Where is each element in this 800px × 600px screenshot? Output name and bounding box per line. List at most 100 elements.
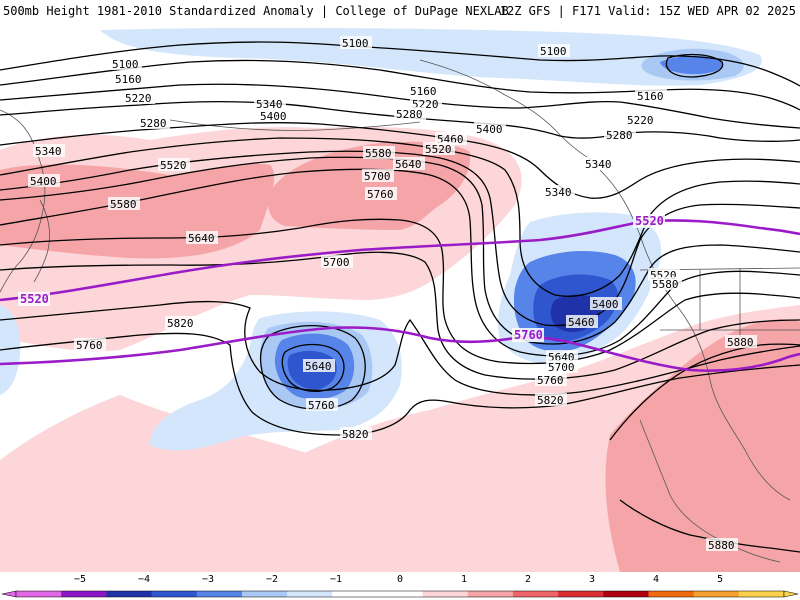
contour-label: 5400 — [476, 123, 503, 136]
contour-5760-highlight — [0, 326, 800, 372]
contour-label-highlight: 5520 — [20, 292, 49, 306]
contour-label-highlight: 5520 — [635, 214, 664, 228]
contour-label: 5460 — [568, 316, 595, 329]
contour-label: 5160 — [637, 90, 664, 103]
colorbar-bin — [648, 591, 695, 597]
colorbar-tick-label: −1 — [330, 574, 342, 585]
japan-coastline — [33, 199, 50, 283]
contour-label: 5880 — [708, 539, 735, 552]
contour-5100-low — [665, 53, 724, 78]
contour-label: 5340 — [256, 98, 283, 111]
baja-coastline — [639, 419, 781, 563]
contour-label: 5640 — [305, 360, 332, 373]
colorbar-bin — [603, 591, 649, 597]
colorbar-bin — [512, 591, 559, 597]
model-run-info: 12Z GFS | F171 Valid: 15Z WED APR 02 202… — [499, 4, 796, 18]
contour-label: 5820 — [167, 317, 194, 330]
colorbar-tick-label: 0 — [397, 574, 403, 585]
colorbar-tick-label: 3 — [589, 574, 595, 585]
contour-label: 5160 — [115, 73, 142, 86]
colorbar-bin — [196, 591, 243, 597]
contour-label: 5580 — [652, 278, 679, 291]
contour-label: 5640 — [395, 158, 422, 171]
contour-5640-low — [281, 343, 345, 393]
contour-label: 5580 — [365, 147, 392, 160]
colorbar-bin — [151, 591, 198, 597]
colorbar-bin — [558, 591, 604, 597]
contour-label: 5760 — [76, 339, 103, 352]
contour-5760 — [0, 300, 800, 396]
colorbar-bin — [287, 591, 333, 597]
colorbar-bin — [377, 591, 424, 597]
contour-label: 5340 — [545, 186, 572, 199]
us-border — [639, 267, 800, 340]
contour-label: 5820 — [342, 428, 369, 441]
contour-label: 5760 — [308, 399, 335, 412]
contour-5100 — [0, 41, 800, 87]
colorbar-tick-label: −2 — [266, 574, 278, 585]
contour-5400 — [0, 137, 800, 297]
contour-5520-highlight — [0, 219, 800, 302]
colorbar-tick-label: −5 — [74, 574, 86, 585]
north-america-coastline — [599, 169, 791, 501]
colorbar-bin — [106, 591, 153, 597]
contour-label: 5820 — [537, 394, 564, 407]
contour-label: 5220 — [125, 92, 152, 105]
contour-label: 5520 — [160, 159, 187, 172]
contour-label: 5760 — [367, 188, 394, 201]
negative-anomaly-area — [660, 55, 724, 75]
colorbar-bins — [1, 590, 799, 598]
contour-label: 5700 — [364, 170, 391, 183]
contour-label: 5100 — [112, 58, 139, 71]
colorbar-tick-label: 4 — [653, 574, 659, 585]
contour-label: 5340 — [35, 145, 62, 158]
coastlines — [0, 59, 800, 563]
colorbar-bin — [693, 591, 740, 597]
colorbar-tick-label: 2 — [525, 574, 531, 585]
colorbar-bin — [241, 591, 288, 597]
colorbar-bin — [422, 591, 469, 597]
colorbar-bin — [332, 591, 378, 597]
contour-label: 5400 — [260, 110, 287, 123]
contour-label: 5700 — [323, 256, 350, 269]
map-title: 500mb Height 1981-2010 Standardized Anom… — [3, 4, 509, 18]
contour-label: 5880 — [727, 336, 754, 349]
contour-labels: 5100 5100 5100 5160 5160 5160 5220 5220 … — [18, 36, 757, 552]
colorbar-bin — [467, 591, 514, 597]
contour-label: 5280 — [606, 129, 633, 142]
map-header: 500mb Height 1981-2010 Standardized Anom… — [0, 0, 800, 22]
contour-label-highlight: 5760 — [514, 328, 543, 342]
contour-label: 5280 — [140, 117, 167, 130]
colorbar-bin — [738, 591, 785, 597]
colorbar-arrow-low — [1, 590, 17, 598]
contour-label: 5100 — [540, 45, 567, 58]
asia-coastline — [0, 109, 46, 293]
colorbar-bin — [61, 591, 107, 597]
colorbar-arrow-high — [783, 590, 799, 598]
contour-label: 5760 — [537, 374, 564, 387]
colorbar-ticks: −5 −4 −3 −2 −1 0 1 2 3 4 5 — [74, 574, 723, 585]
contour-label: 5100 — [342, 37, 369, 50]
aleutians-coastline — [169, 119, 421, 131]
contour-5700 — [0, 251, 800, 380]
contour-label: 5340 — [585, 158, 612, 171]
contour-label: 5580 — [110, 198, 137, 211]
contour-label: 5640 — [188, 232, 215, 245]
colorbar-tick-label: 5 — [717, 574, 723, 585]
height-anomaly-map: 5100 5100 5100 5160 5160 5160 5220 5220 … — [0, 22, 800, 572]
colorbar-tick-label: 1 — [461, 574, 467, 585]
colorbar-bin — [16, 591, 62, 597]
contour-label: 5220 — [627, 114, 654, 127]
colorbar-tick-label: −3 — [202, 574, 214, 585]
highlight-contours — [0, 219, 800, 372]
contour-label: 5700 — [548, 361, 575, 374]
contour-label: 5400 — [30, 175, 57, 188]
contour-label: 5160 — [410, 85, 437, 98]
contour-label: 5400 — [592, 298, 619, 311]
contour-5220 — [0, 83, 800, 129]
contour-5160 — [0, 59, 800, 111]
contour-label: 5520 — [425, 143, 452, 156]
contour-5880 — [609, 343, 800, 441]
anomaly-colorbar: −5 −4 −3 −2 −1 0 1 2 3 4 5 — [1, 574, 799, 598]
positive-anomaly-area — [605, 319, 800, 572]
